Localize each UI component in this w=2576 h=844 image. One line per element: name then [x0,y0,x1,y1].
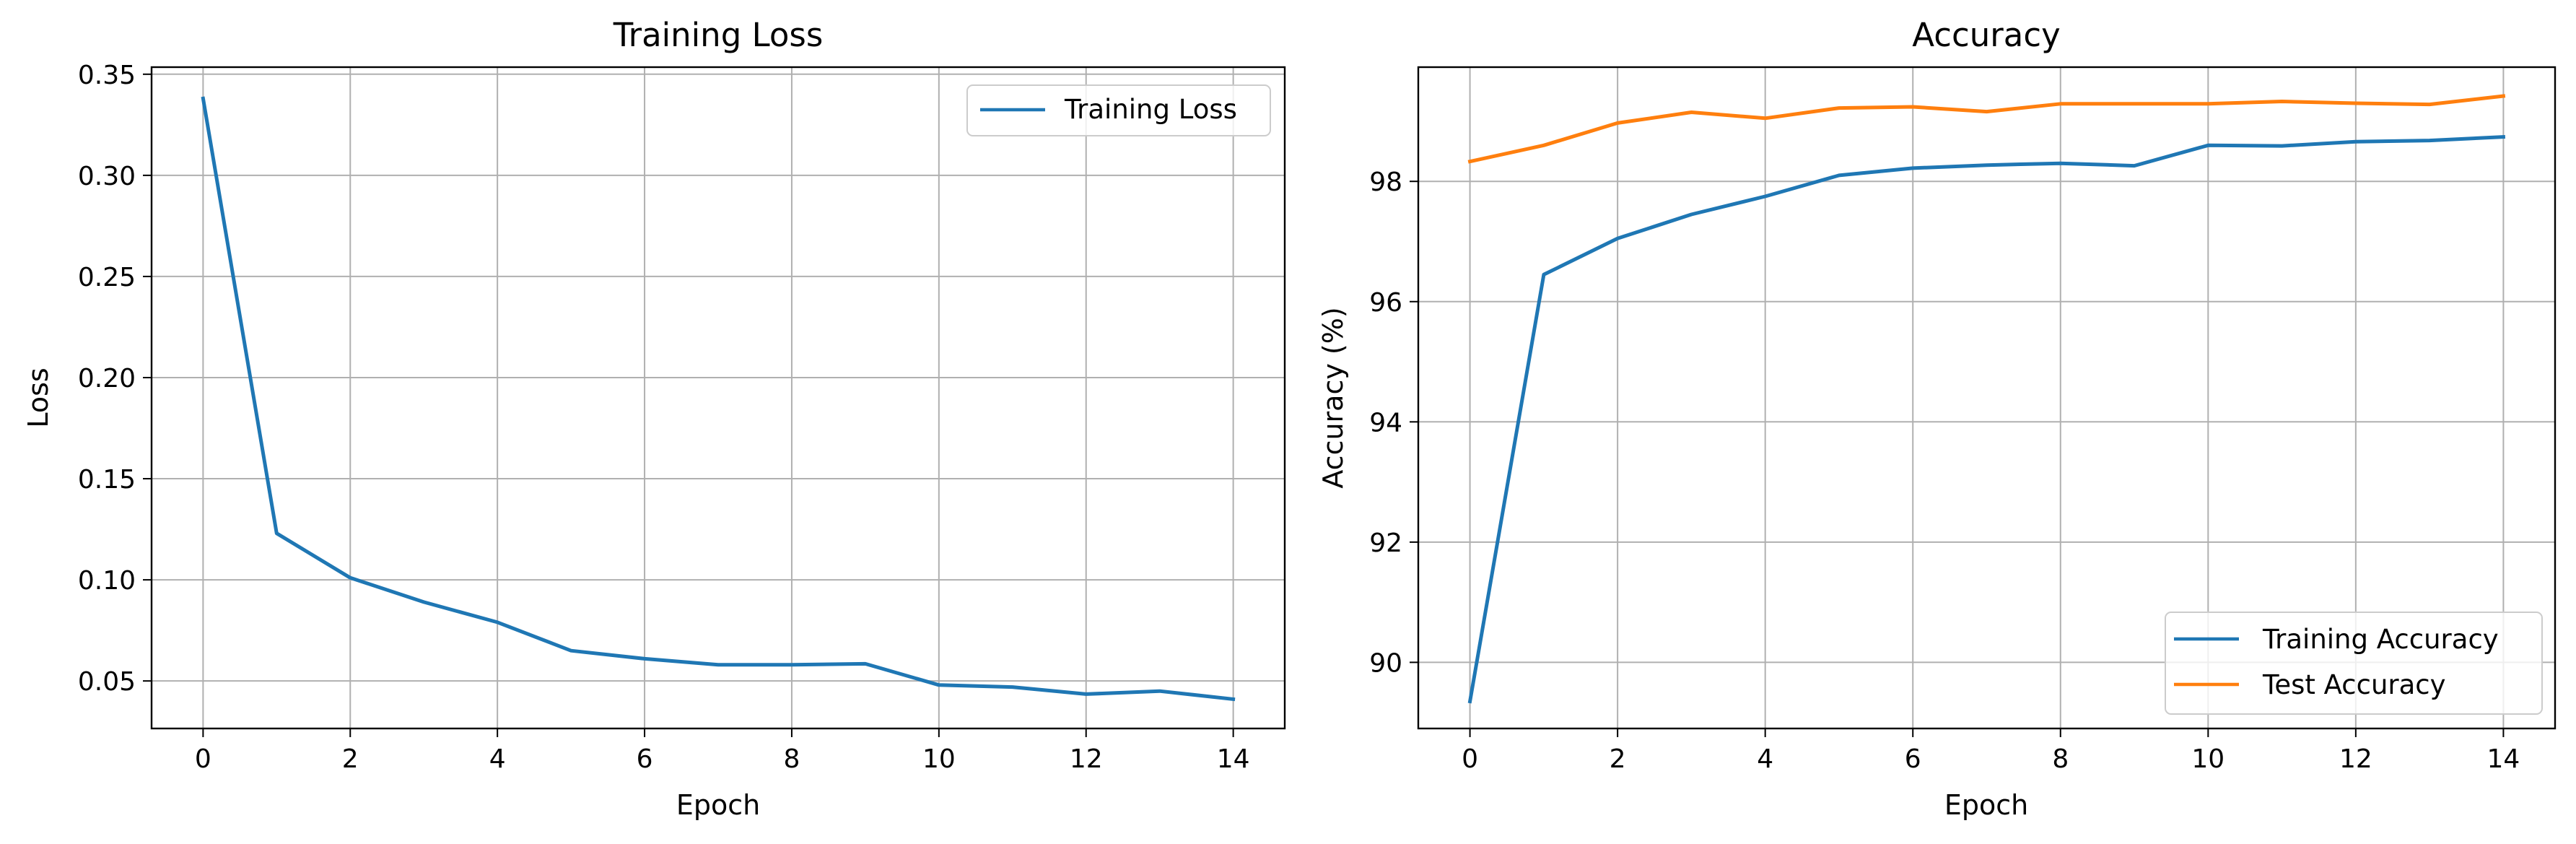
x-tick-label: 12 [2339,744,2372,774]
x-axis-label: Epoch [676,789,760,821]
axis-ticks: 0 2 4 6 8 10 12 14 90 92 94 96 98 [1369,168,2520,774]
series-line-training-accuracy [1467,134,2506,704]
x-tick-label: 10 [2191,744,2224,774]
plot-frame [150,66,1286,730]
x-axis-label: Epoch [1944,789,2028,821]
y-tick-label: 92 [1369,528,1402,558]
x-tick-label: 2 [1610,744,1626,774]
x-tick-label: 14 [2487,744,2520,774]
plot-frame [1417,66,2557,730]
y-tick-label: 98 [1369,168,1402,197]
x-tick-label: 6 [637,744,653,774]
y-tick-label: 0.05 [78,667,136,697]
x-tick-label: 0 [1462,744,1478,774]
series-lines [1467,94,2506,704]
x-tick-label: 14 [1217,744,1250,774]
chart-panel-training-loss: Training Loss 0 2 4 6 8 10 12 14 0.05 0.10 0.15 0.2… [22,16,1286,821]
legend-label-test-accuracy: Test Accuracy [2262,669,2446,700]
y-tick-label: 0.25 [78,263,136,292]
axis-ticks: 0 2 4 6 8 10 12 14 0.05 0.10 0.15 0.20 0.25 0.30 0.35 [78,61,1250,774]
x-tick-label: 12 [1070,744,1103,774]
y-axis-label: Accuracy (%) [1317,307,1349,488]
y-tick-label: 0.15 [78,465,136,495]
chart-title: Accuracy [1912,16,2060,54]
legend-label-training-loss: Training Loss [1064,94,1237,125]
chart-panel-accuracy: Accuracy 0 2 4 6 8 10 12 14 90 92 94 96 98 Epoch Acc… [1317,16,2557,821]
chart-title: Training Loss [613,16,824,54]
series-line-test-accuracy [1467,94,2506,164]
x-tick-label: 4 [1757,744,1773,774]
x-tick-label: 2 [342,744,359,774]
x-tick-label: 6 [1905,744,1921,774]
y-tick-label: 96 [1369,288,1402,318]
legend: Training Accuracy Test Accuracy [2165,612,2543,715]
grid [152,67,1285,728]
y-tick-label: 0.20 [78,364,136,393]
y-axis-label: Loss [22,367,54,427]
legend-label-training-accuracy: Training Accuracy [2262,624,2499,655]
y-tick-label: 0.30 [78,162,136,191]
y-tick-label: 90 [1369,648,1402,678]
legend: Training Loss [966,84,1271,136]
x-tick-label: 0 [195,744,211,774]
x-tick-label: 8 [2052,744,2069,774]
legend-box [966,84,1271,136]
legend-box [2165,612,2543,715]
y-tick-label: 0.35 [78,61,136,90]
y-tick-label: 94 [1369,408,1402,438]
series-line-training-loss [201,96,1236,702]
x-tick-label: 10 [922,744,956,774]
x-tick-label: 4 [489,744,506,774]
series-lines [201,96,1236,702]
x-tick-label: 8 [783,744,800,774]
y-tick-label: 0.10 [78,566,136,596]
